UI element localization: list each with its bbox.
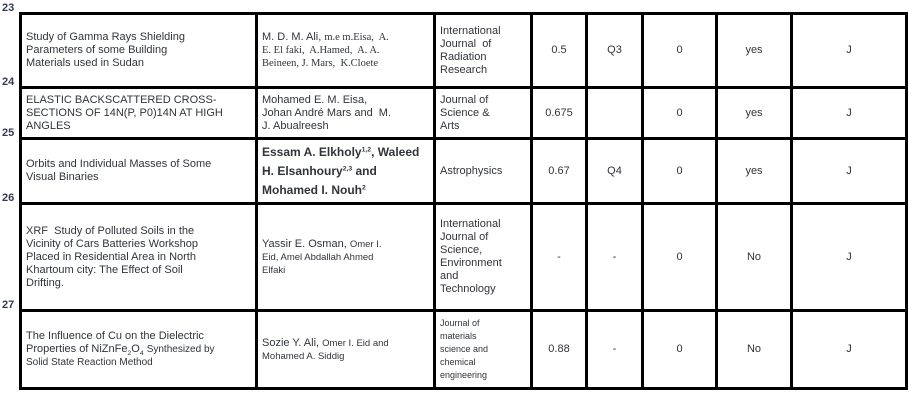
row-number: 26 xyxy=(2,192,15,204)
text-segment: Omer I. Eid and Mohamed A. Siddig xyxy=(262,337,389,362)
quartile-cell: Q4 xyxy=(585,137,644,205)
indexed-cell: yes xyxy=(715,137,793,205)
title-cell: Study of Gamma Rays Shielding Parameters… xyxy=(19,12,258,89)
journal-cell: Astrophysics xyxy=(433,137,533,205)
text-segment: Synthesized by Solid State Reaction Meth… xyxy=(26,344,215,368)
indexed-cell: No xyxy=(715,309,793,390)
citations-cell: 0 xyxy=(641,202,718,312)
authors-cell: Sozie Y. Ali, Omer I. Eid and Mohamed A.… xyxy=(255,309,436,390)
text-segment: Journal of materials science and chemica… xyxy=(440,318,489,380)
authors-cell: Yassir E. Osman, Omer I. Eid, Amel Abdal… xyxy=(255,202,436,312)
publications-table-body: Study of Gamma Rays Shielding Parameters… xyxy=(19,12,908,390)
quartile-cell: Q3 xyxy=(585,12,644,89)
journal-cell: International Journal of Science, Enviro… xyxy=(433,202,533,312)
table-row: XRF Study of Polluted Soils in the Vicin… xyxy=(19,202,908,312)
row-number: 27 xyxy=(2,299,15,311)
publication-type-cell: J xyxy=(790,12,908,89)
text-segment: International Journal of Radiation Resea… xyxy=(440,24,501,76)
publication-type-cell: J xyxy=(790,137,908,205)
publication-type-cell: J xyxy=(790,309,908,390)
indexed-cell: yes xyxy=(715,86,793,140)
text-segment: 1,2 xyxy=(361,145,372,153)
title-cell: The Influence of Cu on the Dielectric Pr… xyxy=(19,309,258,390)
row-number-gutter: 23 24 25 26 27 xyxy=(0,0,19,406)
text-segment: Orbits and Individual Masses of Some Vis… xyxy=(26,158,212,183)
journal-cell: Journal of Science & Arts xyxy=(433,86,533,140)
text-segment: ELASTIC BACKSCATTERED CROSS- SECTIONS OF… xyxy=(26,93,223,132)
quartile-cell xyxy=(585,86,644,140)
publication-type-cell: J xyxy=(790,86,908,140)
impact-factor-cell: 0.675 xyxy=(530,86,588,140)
text-segment: Study of Gamma Rays Shielding Parameters… xyxy=(26,31,185,69)
publications-table: Study of Gamma Rays Shielding Parameters… xyxy=(19,12,908,390)
text-segment: International Journal of Science, Enviro… xyxy=(440,218,502,295)
impact-factor-cell: 0.88 xyxy=(530,309,588,390)
row-number: 24 xyxy=(2,76,15,88)
table-row: The Influence of Cu on the Dielectric Pr… xyxy=(19,309,908,390)
row-number: 25 xyxy=(2,127,15,139)
publication-type-cell: J xyxy=(790,202,908,312)
quartile-cell: - xyxy=(585,202,644,312)
text-segment: XRF Study of Polluted Soils in the Vicin… xyxy=(26,224,198,289)
impact-factor-cell: - xyxy=(530,202,588,312)
authors-cell: Mohamed E. M. Eisa, Johan André Mars and… xyxy=(255,86,436,140)
title-cell: XRF Study of Polluted Soils in the Vicin… xyxy=(19,202,258,312)
text-segment: Omer I. Eid, Amel Abdallah Ahmed Elfaki xyxy=(262,238,382,276)
table-row: Study of Gamma Rays Shielding Parameters… xyxy=(19,12,908,89)
text-segment: m.e m.Eisa, A. E. El faki, A.Hamed, A. A… xyxy=(262,32,389,69)
journal-cell: International Journal of Radiation Resea… xyxy=(433,12,533,89)
citations-cell: 0 xyxy=(641,86,718,140)
citations-cell: 0 xyxy=(641,137,718,205)
text-segment: Mohamed E. M. Eisa, Johan André Mars and… xyxy=(262,93,392,132)
journal-cell: Journal of materials science and chemica… xyxy=(433,309,533,390)
indexed-cell: yes xyxy=(715,12,793,89)
authors-cell: M. D. M. Ali, m.e m.Eisa, A. E. El faki,… xyxy=(255,12,436,89)
indexed-cell: No xyxy=(715,202,793,312)
text-segment: Journal of Science & Arts xyxy=(440,93,490,132)
text-segment: The Influence of Cu on the Dielectric Pr… xyxy=(26,330,204,355)
row-number: 23 xyxy=(2,2,15,14)
citations-cell: 0 xyxy=(641,12,718,89)
text-segment: and Mohamed I. Nouh xyxy=(262,163,377,197)
text-segment: 2,3 xyxy=(342,164,353,172)
table-row: ELASTIC BACKSCATTERED CROSS- SECTIONS OF… xyxy=(19,86,908,140)
text-segment: Yassir E. Osman, xyxy=(262,237,350,250)
title-cell: Orbits and Individual Masses of Some Vis… xyxy=(19,137,258,205)
impact-factor-cell: 0.67 xyxy=(530,137,588,205)
text-segment: , Waleed H. Elsanhoury xyxy=(262,144,420,178)
text-segment: 2 xyxy=(127,350,132,358)
text-segment: O xyxy=(131,343,140,355)
text-segment: Essam A. Elkholy xyxy=(262,144,362,159)
text-segment: Astrophysics xyxy=(440,164,503,177)
text-segment: M. D. M. Ali, xyxy=(262,31,325,43)
text-segment: 2 xyxy=(362,183,366,191)
title-cell: ELASTIC BACKSCATTERED CROSS- SECTIONS OF… xyxy=(19,86,258,140)
text-segment: Sozie Y. Ali, xyxy=(262,336,323,349)
impact-factor-cell: 0.5 xyxy=(530,12,588,89)
text-segment: 4 xyxy=(139,350,144,358)
citations-cell: 0 xyxy=(641,309,718,390)
quartile-cell: - xyxy=(585,309,644,390)
table-row: Orbits and Individual Masses of Some Vis… xyxy=(19,137,908,205)
authors-cell: Essam A. Elkholy1,2, Waleed H. Elsanhour… xyxy=(255,137,436,205)
